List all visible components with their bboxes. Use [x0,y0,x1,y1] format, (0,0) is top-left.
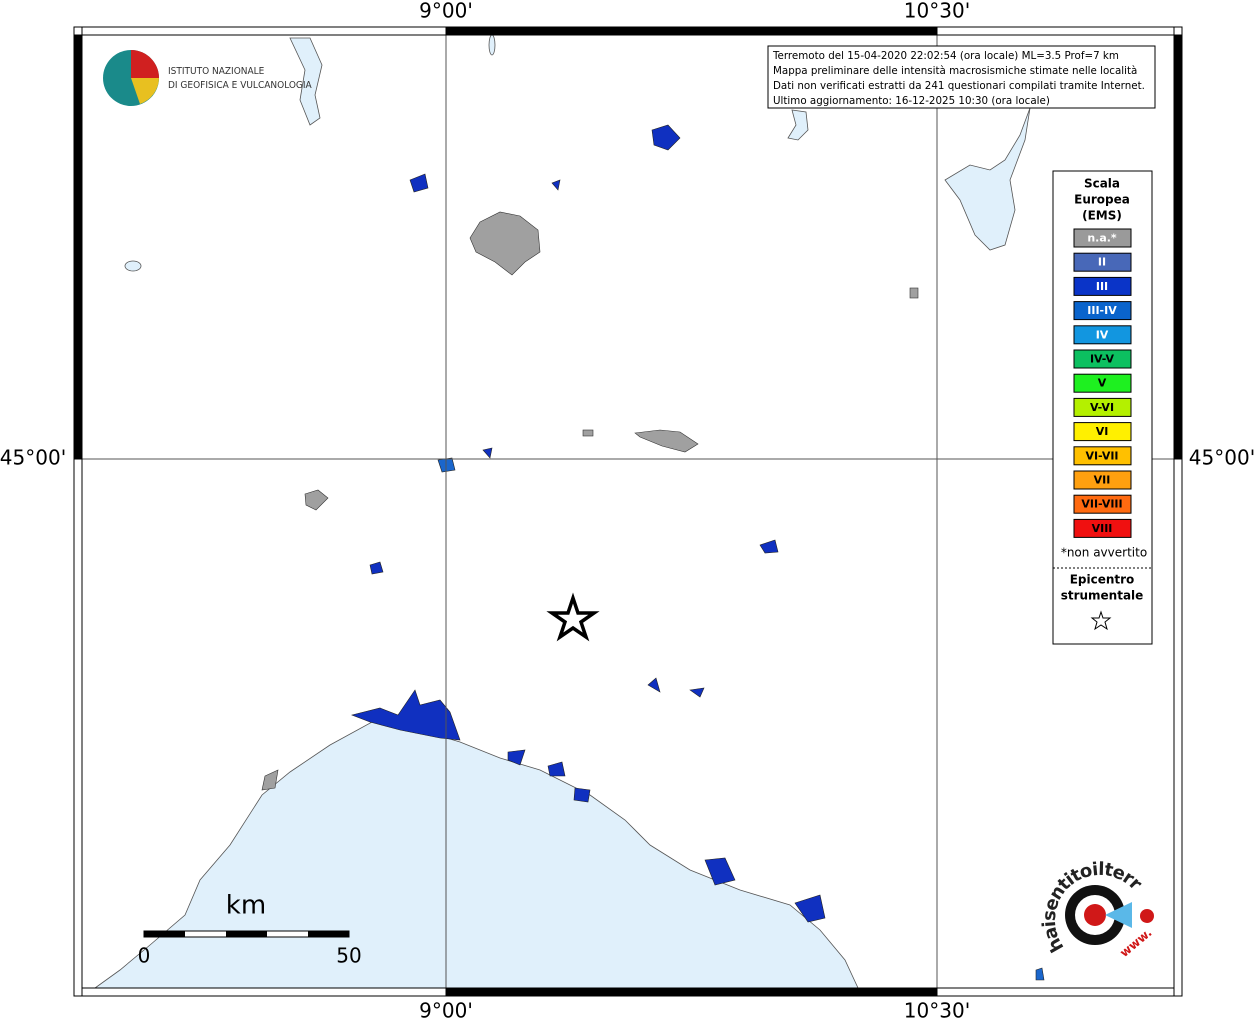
city [909,287,919,299]
legend-swatch [1073,446,1132,466]
info-frame [767,45,1156,109]
city [651,124,681,151]
city [689,687,705,698]
city [261,769,279,791]
legend-label: III [1096,280,1108,293]
legend-label: VI-VII [1085,449,1118,462]
scale-label: 50 [336,944,361,968]
info-line: Dati non verificati estratti da 241 ques… [773,80,1145,92]
legend-label: VI [1096,425,1109,438]
sea [93,721,859,989]
info-line: Terremoto del 15-04-2020 22:02:54 (ora l… [772,50,1119,62]
city [582,429,594,437]
logo-text: ISTITUTO NAZIONALE [168,66,265,77]
city [794,894,826,923]
lake [289,37,323,126]
legend-label: VII-VIII [1081,498,1122,511]
city [759,539,779,554]
city [409,173,429,193]
frame [73,26,1183,997]
legend-swatch [1073,276,1132,296]
city [351,689,461,741]
lake [787,109,809,141]
legend-swatch [1073,228,1132,248]
legend-swatch [1073,373,1132,393]
legend-label: VIII [1092,522,1113,535]
lake [488,34,496,56]
city [507,749,526,766]
legend-title: (EMS) [1082,209,1122,223]
legend-label: VII [1094,474,1111,487]
lon-label: 10°30' [904,999,970,1023]
info-box: Terremoto del 15-04-2020 22:02:54 (ora l… [767,45,1156,109]
scale-bar: km 0 50 [138,891,362,968]
legend-swatch [1073,518,1132,538]
legend-label: V-VI [1090,401,1114,414]
legend-label: IV-V [1090,353,1115,366]
city [573,787,591,803]
logo-text: DI GEOFISICA E VULCANOLOGIA [168,80,313,91]
city [482,447,493,459]
info-line: Ultimo aggiornamento: 16-12-2025 10:30 (… [773,95,1050,107]
legend-label: V [1098,377,1107,390]
scale-label: 0 [138,944,151,968]
lake [124,260,142,272]
scale-unit: km [226,891,266,921]
city [647,677,661,693]
legend-swatch [1073,470,1132,490]
legend-note: *non avvertito [1061,546,1147,560]
lat-label: 45°00' [0,446,66,470]
ingv-logo: ISTITUTO NAZIONALE DI GEOFISICA E VULCAN… [103,50,313,106]
legend-swatch [1073,494,1132,514]
legend-title: Scala [1084,177,1120,191]
legend-swatch [1073,325,1132,345]
city [551,179,561,191]
legend-swatch [1073,252,1132,272]
legend-epicenter: Epicentro [1070,573,1135,587]
city [634,429,699,453]
lon-label: 9°00' [419,0,473,23]
map-area [82,34,1174,989]
legend-swatch [1073,422,1132,442]
legend-label: II [1098,256,1106,269]
city [369,561,384,575]
lake [944,107,1031,251]
lat-label: 45°00' [1189,446,1255,470]
city [304,489,329,511]
city [469,211,541,276]
city [1035,967,1045,981]
legend-star [1090,610,1112,631]
city [547,761,566,777]
legend-title: Europea [1074,193,1130,207]
legend-swatch [1073,397,1132,417]
info-line: Mappa preliminare delle intensità macros… [773,65,1137,77]
lon-label: 9°00' [419,999,473,1023]
legend: ScalaEuropea(EMS)n.a.*IIIIIIII-IVIVIV-VV… [1052,170,1153,645]
legend-label: III-IV [1087,304,1117,317]
epicenter-star [546,592,600,642]
legend-swatch [1073,301,1132,321]
legend-label: IV [1096,328,1109,341]
legend-swatch [1073,349,1132,369]
city [704,857,736,886]
legend-label: n.a.* [1087,232,1117,245]
legend-epicenter: strumentale [1061,589,1144,603]
lon-label: 10°30' [904,0,970,23]
